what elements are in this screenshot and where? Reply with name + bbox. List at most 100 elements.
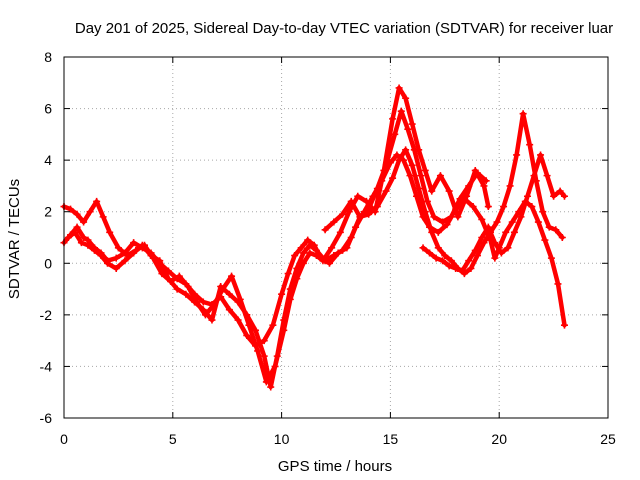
data-point-marker [347, 234, 355, 241]
data-point-marker [482, 177, 490, 185]
data-point-marker [280, 316, 288, 324]
data-point-marker [447, 257, 455, 265]
data-point-marker [550, 192, 558, 200]
data-point-marker [299, 249, 307, 257]
data-point-marker [406, 172, 414, 180]
data-point-marker [234, 316, 242, 324]
data-point-marker [304, 236, 312, 244]
data-point-marker [523, 192, 531, 200]
data-point-marker [156, 257, 164, 265]
data-point-marker [138, 241, 146, 249]
y-tick-labels: -6 -4 -2 0 2 4 6 8 [40, 49, 53, 426]
data-point-marker [439, 257, 447, 265]
data-point-marker [443, 221, 451, 229]
x-tick-labels: 0 5 10 15 20 25 [60, 431, 616, 447]
data-point-marker [112, 254, 120, 262]
data-point-marker [428, 228, 436, 236]
data-point-marker [251, 326, 259, 334]
data-point-marker [191, 298, 199, 306]
data-point-marker [397, 107, 405, 115]
y-tick-label: 8 [44, 49, 52, 65]
data-point-marker [554, 280, 562, 288]
data-point-marker [504, 244, 512, 252]
data-point-marker [513, 151, 521, 159]
data-point-marker [484, 203, 492, 211]
data-point-marker [391, 130, 399, 138]
data-point-marker [382, 187, 390, 195]
data-point-marker [456, 195, 464, 203]
data-point-marker [465, 257, 473, 265]
data-point-marker [80, 234, 88, 241]
data-point-marker [306, 249, 314, 257]
data-point-marker [286, 285, 294, 293]
data-point-marker [552, 226, 560, 234]
data-point-marker [439, 218, 447, 226]
data-point-marker [558, 234, 566, 241]
data-point-marker [508, 218, 516, 226]
y-tick-label: 6 [44, 101, 52, 117]
data-point-marker [410, 146, 418, 154]
data-point-marker [97, 252, 105, 260]
data-point-marker [362, 197, 370, 205]
data-point-marker [423, 197, 431, 205]
data-point-marker [402, 146, 410, 154]
data-point-marker [80, 218, 88, 226]
data-point-marker [71, 228, 79, 236]
series-sat-track-3 [64, 107, 490, 391]
x-tick-label: 15 [383, 431, 399, 447]
data-point-marker [73, 223, 81, 231]
data-point-marker [199, 298, 207, 306]
data-point-marker [90, 246, 98, 254]
data-point-marker [389, 115, 397, 123]
data-point-marker [500, 203, 508, 211]
data-point-marker [175, 272, 183, 280]
data-point-marker [99, 213, 107, 221]
data-point-marker [254, 347, 262, 355]
data-point-marker [208, 316, 216, 324]
data-point-marker [278, 290, 286, 298]
data-point-marker [84, 241, 92, 249]
data-point-marker [395, 84, 403, 92]
data-point-marker [491, 254, 499, 262]
data-point-marker [321, 257, 329, 265]
data-point-marker [330, 252, 338, 260]
data-point-marker [106, 228, 114, 236]
data-point-marker [426, 249, 434, 257]
y-tick-label: 4 [44, 152, 52, 168]
data-point-marker [356, 213, 364, 221]
data-point-marker [130, 249, 138, 257]
data-point-marker [73, 210, 81, 218]
data-point-marker [408, 120, 416, 128]
data-point-marker [421, 208, 429, 216]
data-point-marker [225, 290, 233, 298]
data-point-marker [545, 223, 553, 231]
data-point-marker [458, 267, 466, 275]
data-point-marker [147, 252, 155, 260]
data-point-marker [465, 182, 473, 190]
data-point-marker [373, 185, 381, 193]
data-point-marker [365, 210, 373, 218]
data-point-marker [402, 94, 410, 102]
data-point-marker [86, 208, 94, 216]
series-line [61, 85, 491, 385]
data-point-marker [473, 252, 481, 260]
data-point-marker [447, 213, 455, 221]
data-point-marker [452, 264, 460, 272]
data-point-marker [404, 125, 412, 133]
data-point-marker [539, 208, 547, 216]
data-point-marker [473, 169, 481, 177]
data-point-marker [121, 257, 129, 265]
data-point-marker [547, 254, 555, 262]
data-point-marker [260, 337, 268, 345]
series-line [66, 108, 489, 390]
data-point-marker [273, 352, 281, 360]
y-tick-label: -4 [40, 358, 53, 374]
data-series [60, 84, 568, 391]
data-point-marker [260, 352, 268, 360]
data-point-marker [130, 239, 138, 247]
data-point-marker [182, 290, 190, 298]
data-point-marker [67, 205, 75, 213]
data-point-marker [506, 182, 514, 190]
data-point-marker [445, 187, 453, 195]
data-point-marker [293, 264, 301, 272]
